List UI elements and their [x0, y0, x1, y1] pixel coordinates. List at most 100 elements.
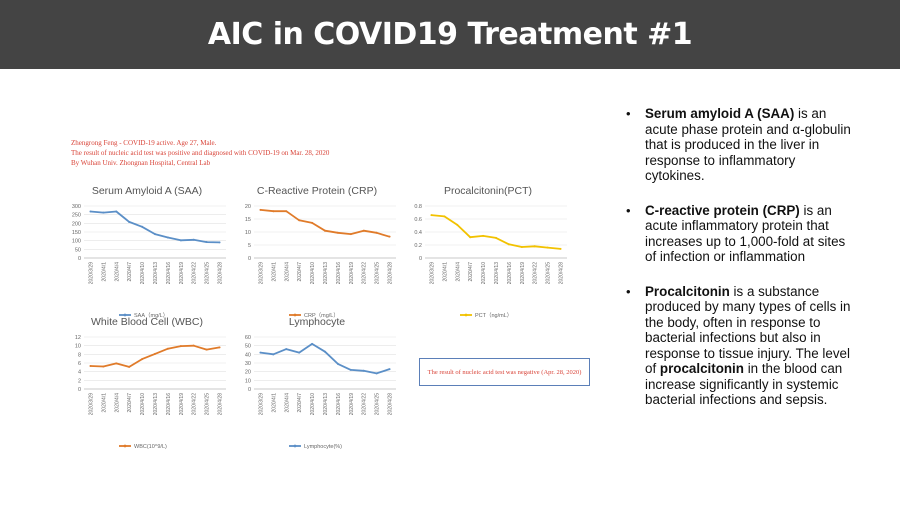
y-tick-label: 0 — [78, 256, 81, 262]
chart-title: C-Reactive Protein (CRP) — [257, 185, 377, 197]
data-point — [179, 239, 182, 242]
x-tick-label: 2020/4/1 — [442, 262, 448, 282]
x-tick-label: 2020/4/13 — [153, 393, 159, 415]
y-tick-label: 250 — [72, 213, 81, 219]
y-tick-label: 50 — [245, 344, 251, 350]
series-line — [260, 209, 390, 238]
y-tick-label: 10 — [245, 230, 251, 236]
data-point — [166, 347, 169, 350]
x-tick-label: 2020/3/29 — [258, 262, 264, 284]
y-tick-label: 15 — [245, 217, 251, 223]
data-point — [192, 238, 195, 241]
x-tick-label: 2020/4/7 — [297, 262, 303, 282]
x-tick-label: 2020/4/4 — [284, 262, 290, 282]
y-tick-label: 20 — [245, 204, 251, 210]
data-point — [154, 352, 156, 355]
x-tick-label: 2020/4/7 — [127, 262, 133, 282]
y-tick-label: 0 — [78, 387, 81, 393]
data-point — [375, 372, 378, 375]
chart-svg: C-Reactive Protein (CRP) 0 5 10 15 20 2020/3/2… — [245, 185, 396, 319]
data-point — [154, 233, 156, 236]
y-tick-label: 0.4 — [414, 230, 422, 236]
x-tick-label: 2020/4/10 — [140, 393, 146, 415]
data-point — [259, 208, 262, 211]
data-point — [349, 368, 352, 371]
x-tick-label: 2020/4/4 — [114, 393, 120, 413]
bullet-pct: • Procalcitonin is a substance produced … — [626, 284, 856, 408]
x-tick-label: 2020/4/19 — [349, 393, 355, 415]
data-point — [285, 210, 288, 213]
y-tick-label: 10 — [245, 378, 251, 384]
data-point — [128, 365, 131, 368]
x-tick-label: 2020/4/19 — [179, 393, 185, 415]
x-tick-label: 2020/4/25 — [375, 262, 381, 284]
y-tick-label: 0.2 — [414, 243, 422, 249]
x-tick-label: 2020/4/19 — [349, 262, 355, 284]
legend-label: Lymphocyte(%) — [304, 444, 342, 450]
data-point — [285, 348, 288, 351]
x-tick-label: 2020/4/1 — [101, 262, 107, 282]
legend-marker — [123, 313, 127, 317]
bullet-text: is a substance produced by many types of… — [645, 283, 851, 377]
data-point — [546, 246, 549, 249]
data-point — [362, 369, 365, 372]
x-tick-label: 2020/4/25 — [546, 262, 552, 284]
chart-svg: Serum Amyloid A (SAA) 0 50 100 150 200 250 300 2… — [72, 185, 226, 319]
data-point — [349, 233, 352, 236]
data-point — [89, 210, 92, 213]
x-tick-label: 2020/4/28 — [218, 393, 224, 415]
x-tick-label: 2020/4/10 — [310, 393, 316, 415]
series-line — [260, 343, 390, 375]
bullet-term: procalcitonin — [659, 361, 744, 376]
chart-svg: Lymphocyte 0 10 20 30 40 50 60 2020/3/29 2020/4/1… — [245, 316, 396, 450]
bullet-list: • Serum amyloid A (SAA) is an acute phas… — [626, 106, 856, 427]
data-point — [430, 214, 433, 217]
x-tick-label: 2020/4/7 — [297, 393, 303, 413]
data-point — [115, 362, 118, 365]
data-point — [482, 234, 485, 237]
x-tick-label: 2020/4/22 — [533, 262, 539, 284]
x-tick-label: 2020/4/16 — [166, 393, 172, 415]
data-point — [324, 350, 326, 353]
x-tick-label: 2020/4/13 — [323, 393, 329, 415]
bullet-term: Serum amyloid A (SAA) — [645, 106, 795, 121]
legend-label: SAA（mg/L） — [134, 312, 168, 319]
chart-saa: Serum Amyloid A (SAA) 0 50 100 150 200 250 300 2… — [62, 180, 232, 330]
data-point — [141, 225, 144, 228]
x-tick-label: 2020/4/28 — [559, 262, 565, 284]
data-point — [115, 210, 118, 213]
data-point — [324, 229, 326, 232]
patient-note-line: By Wuhan Univ. Zhongnan Hospital, Centra… — [71, 159, 211, 167]
data-point — [362, 229, 365, 232]
y-tick-label: 10 — [75, 344, 81, 350]
y-tick-label: 40 — [245, 352, 251, 358]
patient-note-line: The result of nucleic acid test was posi… — [71, 149, 330, 157]
x-tick-label: 2020/4/28 — [388, 262, 394, 284]
legend-marker — [293, 444, 297, 448]
x-tick-label: 2020/3/29 — [429, 262, 435, 284]
data-point — [311, 221, 314, 224]
bullet-term: C-reactive protein (CRP) — [645, 202, 800, 218]
series-line — [90, 210, 220, 244]
chart-crp: C-Reactive Protein (CRP) 0 5 10 15 20 2020/3/2… — [232, 180, 402, 330]
x-tick-label: 2020/4/22 — [192, 393, 198, 415]
data-point — [141, 358, 144, 361]
chart-title: White Blood Cell (WBC) — [91, 316, 203, 328]
negative-result-note: The result of nucleic acid test was nega… — [419, 358, 590, 386]
y-tick-label: 2 — [78, 378, 81, 384]
data-point — [102, 365, 105, 368]
data-point — [336, 231, 339, 234]
y-tick-label: 150 — [72, 230, 81, 236]
y-tick-label: 200 — [72, 221, 81, 227]
slide-title: AIC in COVID19 Treatment #1 — [207, 17, 693, 52]
data-point — [520, 245, 523, 248]
data-point — [205, 348, 208, 351]
x-tick-label: 2020/4/10 — [481, 262, 487, 284]
data-point — [375, 231, 378, 234]
y-tick-label: 60 — [245, 335, 251, 341]
chart-svg: White Blood Cell (WBC) 0 2 4 6 8 10 12 2020/3/29… — [75, 316, 226, 450]
patient-note: Zhengrong Feng - COVID-19 active. Age 27… — [71, 138, 371, 168]
chart-lymphocyte: Lymphocyte 0 10 20 30 40 50 60 2020/3/29 2020/4/1… — [232, 311, 402, 461]
data-point — [311, 342, 314, 345]
y-tick-label: 0 — [248, 256, 251, 262]
